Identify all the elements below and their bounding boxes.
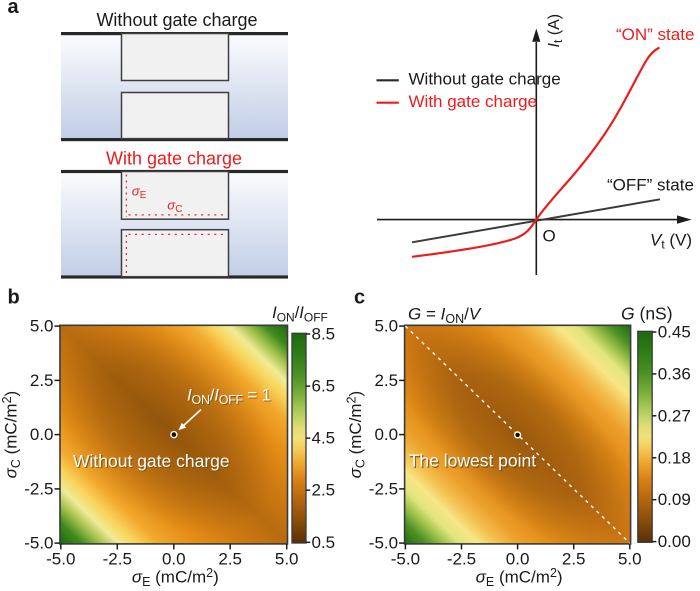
svg-text:0.36: 0.36 [658, 364, 691, 383]
svg-text:2.5: 2.5 [374, 371, 398, 390]
svg-text:4.5: 4.5 [312, 429, 336, 448]
svg-text:σE (mC/m2): σE (mC/m2) [132, 566, 219, 589]
svg-text:0.09: 0.09 [658, 490, 691, 509]
svg-text:2.5: 2.5 [218, 550, 242, 569]
svg-text:b: b [8, 287, 20, 309]
svg-text:G (nS): G (nS) [621, 304, 673, 324]
svg-text:σC (mC/m2): σC (mC/m2) [0, 391, 23, 479]
svg-text:With gate charge: With gate charge [106, 149, 242, 169]
svg-text:It (A): It (A) [546, 14, 565, 48]
svg-text:G = ION/V: G = ION/V [408, 305, 482, 327]
svg-text:The lowest point: The lowest point [409, 451, 537, 471]
svg-text:σC (mC/m2): σC (mC/m2) [345, 391, 368, 479]
svg-text:0.0: 0.0 [374, 425, 398, 444]
svg-text:2.5: 2.5 [312, 481, 336, 500]
svg-text:Without gate charge: Without gate charge [96, 10, 257, 30]
svg-text:2.5: 2.5 [562, 550, 586, 569]
svg-text:“ON” state: “ON” state [616, 25, 694, 44]
svg-text:0.0: 0.0 [30, 425, 54, 444]
svg-text:ION/IOFF = 1: ION/IOFF = 1 [188, 386, 272, 408]
svg-text:σE: σE [132, 184, 147, 202]
svg-text:-5.0: -5.0 [46, 550, 75, 569]
svg-text:2.5: 2.5 [30, 371, 54, 390]
svg-text:0.00: 0.00 [658, 532, 691, 551]
svg-text:0.27: 0.27 [658, 406, 691, 425]
svg-text:Without gate charge: Without gate charge [74, 452, 231, 472]
svg-text:5.0: 5.0 [30, 317, 54, 336]
svg-text:Without gate charge: Without gate charge [409, 70, 561, 89]
svg-text:-2.5: -2.5 [369, 479, 398, 498]
svg-text:0.18: 0.18 [658, 448, 691, 467]
svg-text:c: c [354, 287, 365, 309]
svg-text:With gate charge: With gate charge [409, 92, 538, 111]
svg-text:σC: σC [167, 198, 182, 216]
svg-text:Without gate charge: Without gate charge [73, 451, 230, 471]
svg-text:σE (mC/m2): σE (mC/m2) [476, 566, 563, 589]
svg-text:0.5: 0.5 [312, 533, 336, 552]
svg-text:0.45: 0.45 [658, 323, 691, 342]
svg-text:ION/IOFF = 1: ION/IOFF = 1 [187, 385, 271, 407]
svg-text:-5.0: -5.0 [369, 534, 398, 553]
svg-text:5.0: 5.0 [275, 550, 299, 569]
svg-text:6.5: 6.5 [312, 377, 336, 396]
svg-text:-5.0: -5.0 [391, 550, 420, 569]
svg-text:-5.0: -5.0 [24, 534, 53, 553]
svg-text:The lowest point: The lowest point [410, 452, 538, 472]
svg-text:“OFF” state: “OFF” state [607, 176, 694, 195]
svg-text:8.5: 8.5 [312, 325, 336, 344]
svg-text:ION/IOFF: ION/IOFF [272, 304, 328, 325]
svg-text:Vt (V): Vt (V) [650, 231, 692, 252]
svg-text:0.0: 0.0 [162, 550, 186, 569]
svg-text:O: O [543, 227, 556, 246]
svg-text:-2.5: -2.5 [103, 550, 132, 569]
svg-text:0.0: 0.0 [506, 550, 530, 569]
svg-text:-2.5: -2.5 [24, 479, 53, 498]
svg-text:a: a [8, 0, 20, 18]
svg-text:5.0: 5.0 [374, 317, 398, 336]
svg-text:-2.5: -2.5 [447, 550, 476, 569]
svg-text:5.0: 5.0 [618, 550, 642, 569]
